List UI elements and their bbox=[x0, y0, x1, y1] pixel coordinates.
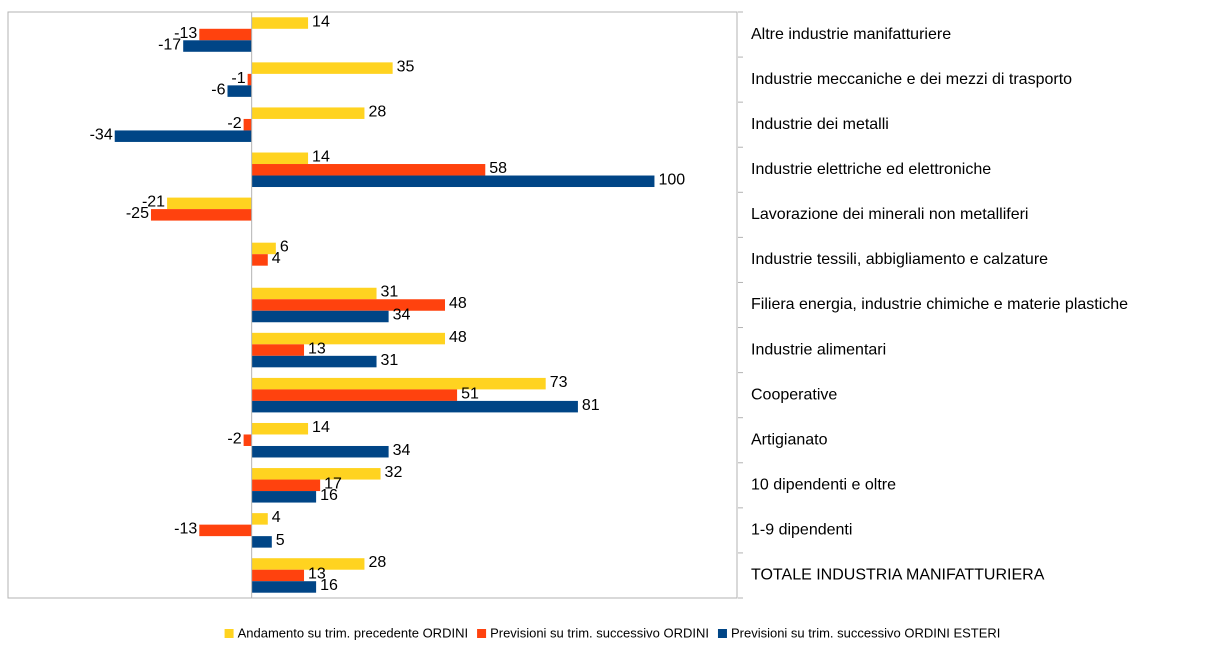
value-label: 58 bbox=[489, 160, 507, 177]
bar bbox=[251, 310, 389, 323]
bar bbox=[243, 434, 252, 446]
bar bbox=[251, 152, 309, 165]
bar bbox=[199, 28, 252, 41]
legend-swatch bbox=[224, 629, 234, 638]
bar bbox=[251, 355, 377, 368]
bar bbox=[251, 344, 305, 356]
value-label: 34 bbox=[393, 307, 411, 324]
value-label: 5 bbox=[276, 532, 285, 549]
value-label: -17 bbox=[158, 36, 181, 53]
bar bbox=[251, 468, 381, 480]
bar bbox=[251, 479, 321, 492]
value-label: 32 bbox=[385, 464, 403, 481]
category-label: Industrie dei metalli bbox=[751, 116, 889, 133]
value-label: -2 bbox=[227, 430, 241, 447]
category-label: Industrie meccaniche e dei mezzi di tras… bbox=[751, 71, 1072, 88]
category-label: Industrie alimentari bbox=[751, 341, 886, 358]
category-label: Industrie elettriche ed elettroniche bbox=[751, 161, 991, 178]
plot-frame bbox=[7, 11, 738, 599]
bar bbox=[251, 287, 377, 300]
bar bbox=[251, 299, 445, 311]
bar bbox=[183, 40, 252, 52]
bar bbox=[251, 242, 276, 255]
bar bbox=[251, 491, 317, 503]
bar bbox=[251, 400, 578, 413]
value-label: 13 bbox=[308, 340, 326, 357]
value-label: -25 bbox=[126, 205, 149, 222]
category-label: Filiera energia, industrie chimiche e ma… bbox=[751, 296, 1128, 313]
bar bbox=[251, 536, 272, 548]
bar bbox=[251, 254, 268, 266]
bar bbox=[251, 558, 365, 570]
value-label: 100 bbox=[658, 171, 685, 188]
bar bbox=[251, 17, 309, 29]
value-label: 4 bbox=[272, 509, 281, 526]
value-label: 4 bbox=[272, 250, 281, 267]
legend-label: Previsioni su trim. successivo ORDINI bbox=[490, 625, 709, 640]
bar bbox=[199, 524, 252, 537]
bar bbox=[243, 118, 252, 131]
value-label: 14 bbox=[312, 148, 330, 165]
bar bbox=[227, 85, 252, 97]
value-label: 35 bbox=[397, 58, 415, 75]
bar bbox=[167, 197, 252, 210]
legend-swatch bbox=[717, 629, 727, 638]
bar bbox=[251, 107, 365, 119]
bar bbox=[251, 569, 305, 582]
value-label: 13 bbox=[308, 566, 326, 583]
category-label: Lavorazione dei minerali non metalliferi bbox=[751, 206, 1028, 223]
bar bbox=[114, 130, 252, 142]
bar bbox=[251, 175, 655, 188]
bar bbox=[251, 332, 445, 345]
category-label: Artigianato bbox=[751, 431, 828, 448]
value-label: -6 bbox=[211, 81, 225, 98]
category-label: TOTALE INDUSTRIA MANIFATTURIERA bbox=[751, 567, 1045, 584]
value-label: 28 bbox=[368, 103, 386, 120]
value-label: 73 bbox=[550, 374, 568, 391]
value-label: -34 bbox=[90, 126, 113, 143]
value-label: 31 bbox=[381, 284, 399, 301]
value-label: -2 bbox=[227, 115, 241, 132]
legend-swatch bbox=[477, 629, 487, 638]
bar bbox=[251, 422, 309, 435]
category-label: Altre industrie manifatturiere bbox=[751, 26, 951, 43]
legend-label: Previsioni su trim. successivo ORDINI ES… bbox=[731, 625, 1000, 640]
bar bbox=[251, 581, 317, 593]
bar bbox=[247, 73, 252, 86]
value-label: 28 bbox=[368, 554, 386, 571]
legend: Andamento su trim. precedente ORDINI Prev… bbox=[224, 625, 1000, 640]
value-label: 48 bbox=[449, 329, 467, 346]
legend-label: Andamento su trim. precedente ORDINI bbox=[238, 625, 469, 640]
bar bbox=[251, 513, 268, 525]
value-label: 31 bbox=[381, 352, 399, 369]
value-label: 16 bbox=[320, 577, 338, 594]
value-label: 6 bbox=[280, 239, 289, 256]
value-label: -13 bbox=[174, 521, 197, 538]
value-label: 16 bbox=[320, 487, 338, 504]
category-label: 1-9 dipendenti bbox=[751, 522, 852, 539]
value-label: 34 bbox=[393, 442, 411, 459]
category-label: Cooperative bbox=[751, 386, 837, 403]
bar bbox=[251, 62, 393, 74]
bar bbox=[251, 164, 486, 176]
bar bbox=[251, 389, 458, 401]
category-label: Industrie tessili, abbigliamento e calza… bbox=[751, 251, 1048, 268]
value-label: -21 bbox=[142, 194, 165, 211]
value-label: 48 bbox=[449, 295, 467, 312]
value-label: 81 bbox=[582, 397, 600, 414]
bar bbox=[251, 377, 546, 390]
bar bbox=[251, 445, 389, 458]
bar bbox=[150, 209, 252, 221]
value-label: 17 bbox=[324, 476, 342, 493]
value-label: 14 bbox=[312, 419, 330, 436]
value-label: -1 bbox=[231, 70, 245, 87]
category-label: 10 dipendenti e oltre bbox=[751, 477, 896, 494]
value-label: -13 bbox=[174, 25, 197, 42]
value-label: 14 bbox=[312, 13, 330, 30]
value-label: 51 bbox=[461, 385, 479, 402]
